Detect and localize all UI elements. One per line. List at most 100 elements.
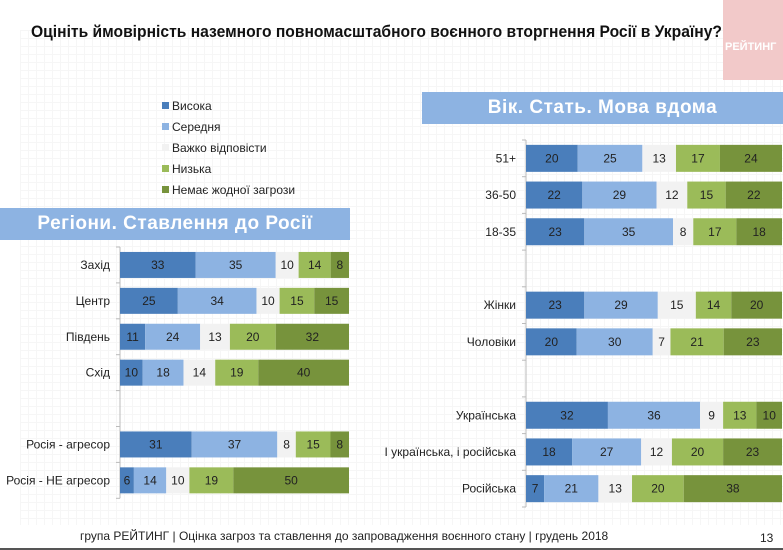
bar-segment [191, 431, 278, 458]
data-label: 8 [336, 258, 343, 272]
legend-item: Немає жодної загрози [162, 179, 295, 200]
bar-segment [277, 431, 296, 458]
right-chart-header: Вік. Стать. Мова вдома [422, 92, 783, 124]
data-label: 15 [670, 298, 684, 312]
bar-segment [723, 438, 782, 466]
data-label: 14 [193, 366, 207, 380]
legend-item: Висока [162, 95, 295, 116]
legend-swatch [162, 186, 169, 193]
bar-segment [275, 251, 299, 278]
bar-segment [200, 323, 230, 350]
data-label: 18 [542, 445, 556, 459]
bar-segment [275, 323, 349, 350]
bar-segment [725, 181, 782, 209]
data-label: 19 [230, 366, 244, 380]
data-label: 24 [744, 151, 758, 165]
data-label: 15 [700, 188, 714, 202]
bar-segment [673, 218, 694, 246]
bar-segment [723, 328, 782, 356]
footer: група РЕЙТИНГ | Оцінка загроз та ставлен… [80, 529, 609, 543]
legend-item: Середня [162, 116, 295, 137]
data-label: 22 [547, 188, 561, 202]
bar-segment [656, 181, 688, 209]
bar-segment [582, 181, 657, 209]
bar-segment [675, 144, 720, 172]
bar-segment [526, 328, 577, 356]
data-label: 50 [284, 473, 298, 487]
data-label: 13 [733, 408, 747, 422]
bar-segment [687, 181, 726, 209]
bar-segment [295, 431, 331, 458]
data-label: 23 [548, 225, 562, 239]
data-label: 20 [651, 482, 665, 496]
data-label: 40 [297, 366, 311, 380]
legend-item: Низька [162, 158, 295, 179]
bar-segment [229, 323, 276, 350]
bar-segment [526, 218, 585, 246]
bottom-divider [0, 548, 783, 550]
bar-segment [683, 475, 782, 503]
data-label: 35 [229, 258, 243, 272]
category-label: Південь [66, 330, 110, 344]
data-label: 20 [246, 330, 260, 344]
data-label: 17 [691, 151, 705, 165]
bar-segment [120, 431, 192, 458]
bar-segment [120, 323, 146, 350]
data-label: 15 [290, 294, 304, 308]
category-label: 36-50 [485, 188, 516, 202]
data-label: 17 [708, 225, 722, 239]
category-label: Росія - НЕ агресор [6, 473, 110, 487]
data-label: 10 [171, 473, 185, 487]
bar-segment [700, 401, 724, 429]
data-label: 12 [665, 188, 679, 202]
bar-segment [120, 287, 178, 314]
legend-swatch [162, 144, 169, 151]
bar-segment [279, 287, 315, 314]
bar-segment [526, 181, 583, 209]
bar-segment [731, 291, 782, 319]
category-label: 51+ [496, 151, 516, 165]
bar-segment [526, 401, 608, 429]
bar-segment [298, 251, 331, 278]
bar-segment [183, 359, 216, 386]
data-label: 25 [603, 151, 617, 165]
bar-segment [145, 323, 201, 350]
bar-segment [736, 218, 782, 246]
data-label: 34 [210, 294, 224, 308]
bar-segment [584, 291, 658, 319]
data-label: 25 [142, 294, 156, 308]
data-label: 12 [650, 445, 664, 459]
bar-segment [195, 251, 276, 278]
data-label: 10 [763, 408, 777, 422]
bar-segment [120, 467, 134, 494]
category-label: Захід [80, 258, 110, 272]
data-label: 8 [283, 437, 290, 451]
data-label: 11 [126, 330, 139, 344]
bar-segment [330, 431, 349, 458]
data-label: 18 [156, 366, 170, 380]
bar-segment [526, 291, 585, 319]
data-label: 21 [565, 482, 579, 496]
bar-segment [607, 401, 701, 429]
legend-label: Низька [172, 161, 212, 176]
bar-segment [671, 438, 724, 466]
page-title: Оцініть ймовірність наземного повномасшт… [31, 22, 722, 41]
bar-segment [670, 328, 724, 356]
logo-text: РЕЙТИНГ [725, 41, 777, 53]
bar-segment [572, 438, 642, 466]
bar-segment [584, 218, 674, 246]
bar-segment [544, 475, 599, 503]
bar-segment [256, 287, 280, 314]
page-number: 13 [760, 531, 774, 545]
bar-segment [577, 144, 643, 172]
bar-segment [598, 475, 633, 503]
legend: Висока Середня Важко відповісти Низька Немає… [162, 95, 295, 200]
bar-segment [576, 328, 653, 356]
data-label: 9 [708, 408, 715, 422]
data-label: 38 [726, 482, 740, 496]
bar-segment [314, 287, 349, 314]
category-label: Українська [456, 408, 516, 422]
data-label: 19 [205, 473, 219, 487]
data-label: 7 [532, 482, 539, 496]
data-label: 24 [166, 330, 180, 344]
